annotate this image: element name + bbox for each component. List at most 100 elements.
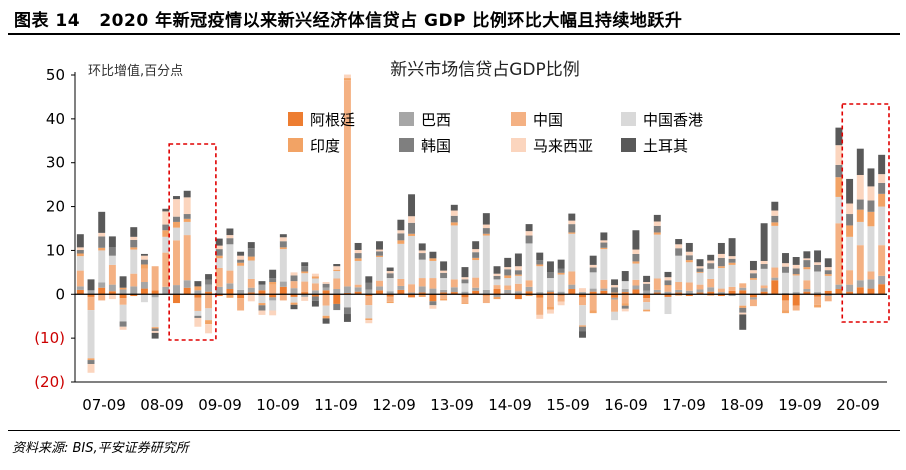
bar-segment (386, 273, 394, 279)
bar-segment (792, 292, 800, 295)
bar-segment (322, 290, 330, 295)
bar-segment (739, 287, 747, 291)
bar-segment (728, 290, 736, 295)
bar-segment (408, 292, 416, 295)
bar-segment (183, 218, 191, 222)
bar-segment (546, 309, 554, 314)
bar-segment (205, 294, 213, 309)
bar-segment (493, 275, 501, 280)
bar-segment (87, 358, 95, 361)
bar-segment (696, 266, 704, 269)
bar-segment (108, 255, 116, 265)
bar-segment (568, 271, 576, 285)
bar-segment (247, 248, 255, 257)
bar-segment (514, 274, 522, 276)
bar-segment (739, 283, 747, 288)
x-tick-label: 18-09 (720, 396, 764, 414)
bar-segment (269, 269, 277, 279)
bar-segment (557, 301, 565, 306)
bar-segment (461, 303, 469, 304)
bar-segment (792, 264, 800, 269)
bar-segment (824, 275, 832, 291)
bar-segment (514, 294, 522, 300)
bar-segment (140, 268, 148, 283)
bar-segment (878, 206, 886, 246)
bar-segment (76, 247, 84, 250)
bar-segment (717, 294, 725, 297)
bar-segment (333, 294, 341, 304)
bar-segment (429, 258, 437, 261)
bar-segment (557, 274, 565, 292)
bar-segment (814, 304, 822, 308)
bar-segment (771, 201, 779, 211)
bar-segment (749, 273, 757, 279)
bar-segment (536, 297, 544, 315)
bar-segment (525, 294, 533, 297)
bar-segment (311, 290, 319, 295)
bar-segment (846, 203, 854, 215)
bar-segment (290, 281, 298, 289)
bar-segment (856, 174, 864, 200)
bar-segment (707, 268, 715, 279)
bar-segment (226, 244, 234, 271)
bar-segment (301, 266, 309, 272)
bar-segment (311, 278, 319, 284)
bar-segment (258, 281, 266, 285)
figure-label: 图表 14 (14, 11, 81, 31)
bar-segment (258, 303, 266, 306)
bar-segment (311, 296, 319, 301)
bar-segment (878, 193, 886, 207)
bar-segment (867, 271, 875, 280)
bars-layer (76, 74, 886, 373)
bar-segment (664, 280, 672, 286)
bar-segment (771, 215, 779, 223)
bar-segment (589, 272, 597, 289)
bar-segment (493, 289, 501, 295)
bar-segment (771, 225, 779, 268)
bar-segment (482, 224, 490, 229)
bar-segment (878, 245, 886, 276)
bar-segment (493, 296, 501, 300)
bar-segment (386, 294, 394, 297)
bar-segment (814, 262, 822, 265)
bar-segment (728, 256, 736, 259)
bar-segment (878, 182, 886, 194)
bar-segment (130, 227, 138, 237)
legend-label: 中国香港 (643, 111, 703, 129)
bar-segment (621, 289, 629, 293)
bar-segment (290, 275, 298, 282)
bar-segment (472, 260, 480, 278)
bar-segment (322, 287, 330, 291)
bar-segment (568, 232, 576, 234)
bar-segment (749, 297, 757, 300)
bar-segment (685, 260, 693, 263)
bar-segment (279, 241, 287, 248)
bar-segment (504, 269, 512, 276)
bar-segment (579, 326, 586, 332)
bar-segment (482, 228, 490, 234)
stacked-bar-chart: 新兴市场信贷占GDP比例 环比增值,百分点 50 40 30 20 10 0 (10) (20… (34, 60, 890, 414)
legend-label: 巴西 (421, 111, 451, 129)
bar-segment (846, 291, 854, 295)
bar-segment (333, 278, 341, 290)
bar-segment (130, 273, 138, 287)
bar-segment (429, 260, 437, 279)
bar-segment (536, 294, 544, 298)
bar-segment (151, 328, 159, 332)
bar-segment (215, 249, 223, 256)
bar-segment (696, 268, 704, 272)
bar-segment (856, 287, 864, 295)
bar-segment (194, 294, 202, 298)
bar-segment (130, 236, 138, 240)
bar-segment (803, 269, 811, 281)
bar-segment (557, 291, 565, 295)
bar-segment (835, 177, 843, 197)
y-tick-label: (10) (34, 329, 65, 347)
bar-segment (504, 275, 512, 279)
bar-segment (461, 297, 469, 304)
bar-segment (568, 284, 576, 290)
bar-segment (258, 295, 266, 304)
bar-segment (664, 285, 672, 287)
bar-segment (643, 290, 651, 295)
bar-segment (482, 289, 490, 295)
